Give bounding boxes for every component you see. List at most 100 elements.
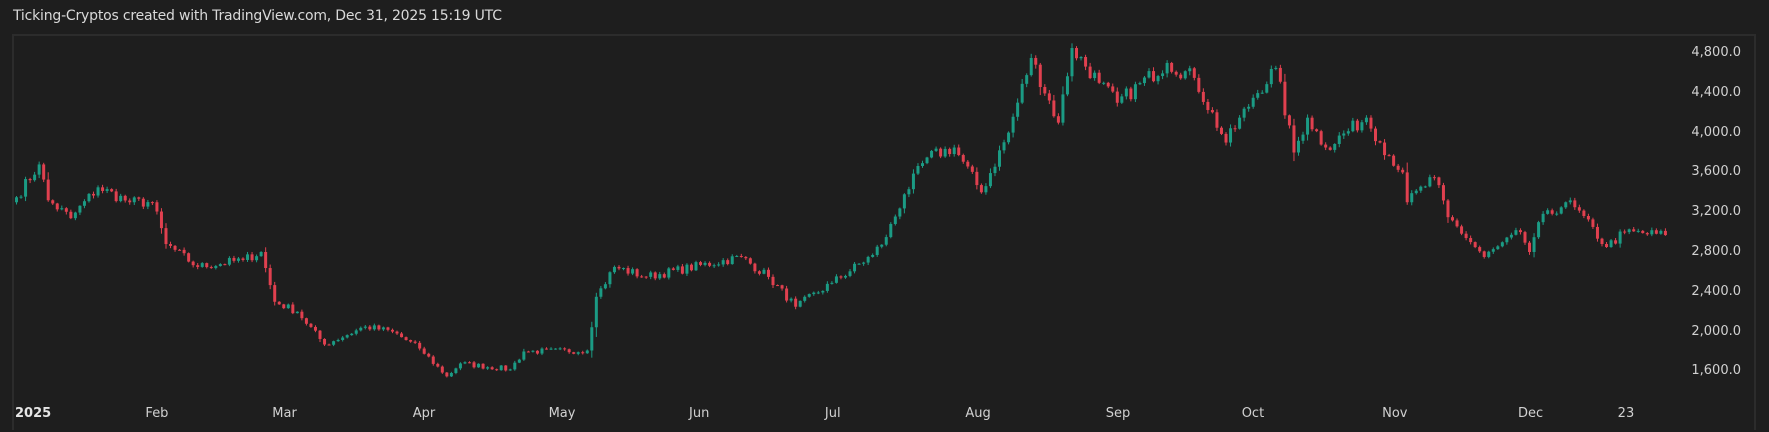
candle [1401,167,1405,175]
candle [146,199,150,210]
time-axis-label: Oct [1241,406,1265,421]
candle [359,326,363,332]
candle [277,301,281,305]
candle [658,271,662,280]
candle [1337,132,1341,148]
candle [1079,56,1083,61]
candle [712,263,716,268]
candle [318,330,322,343]
candle [884,234,888,247]
candle [622,267,626,271]
candle [1659,229,1663,235]
candle [653,271,657,281]
candle [930,150,934,159]
candle [463,361,467,365]
time-axis-label: Aug [965,406,991,421]
candle [526,350,530,353]
candle [834,274,838,284]
candle [517,358,521,364]
candle [1464,231,1468,241]
candle [540,347,544,356]
candle [1446,199,1450,223]
time-axis-label: Jul [824,406,841,421]
candle [395,330,399,335]
candle [1061,86,1065,126]
time-axis-label: 2025 [15,406,52,421]
candle [1532,233,1536,258]
candle [1287,114,1291,129]
candle [1283,73,1287,119]
candle [590,321,594,358]
candle [1174,70,1178,77]
candle [1586,213,1590,222]
candle [857,263,861,265]
candle [1650,227,1654,237]
candle [1192,66,1196,81]
candle [1065,72,1069,97]
candle [1210,107,1214,114]
candle [1523,230,1527,245]
candle [798,300,802,308]
candle [1301,131,1305,144]
chart-frame[interactable] [12,34,1756,430]
candle [1156,74,1160,85]
candle [594,292,598,337]
candle [1482,250,1486,259]
candle [28,177,32,184]
candle [1419,185,1423,193]
candle [640,274,644,278]
time-axis-label: Dec [1518,406,1544,421]
candle [1618,229,1622,248]
candle [748,257,752,265]
candle [1541,211,1545,225]
chart-attribution-title: Ticking-Cryptos created with TradingView… [13,8,502,24]
candle [78,205,82,216]
price-axis-label: 2,000.0 [1691,323,1741,339]
candle [1138,81,1142,86]
candle [988,168,992,189]
candle [789,297,793,303]
candle [1605,241,1609,248]
candle [42,162,46,183]
candle [164,223,168,249]
candle [368,325,372,331]
candle [1600,237,1604,247]
candle [1306,114,1310,141]
candle [400,331,404,338]
candle [241,257,245,262]
candle [436,362,440,368]
candle [363,324,367,330]
candle [871,253,875,258]
candle [409,339,413,343]
candle [1632,227,1636,232]
candle [268,264,272,290]
candle [323,338,327,347]
price-axis-label: 4,000.0 [1691,124,1741,140]
candle [1346,128,1350,136]
candle [1383,139,1387,160]
candle [458,362,462,371]
candle [377,324,381,331]
candle [1564,201,1568,209]
candle [1165,60,1169,78]
candle [830,281,834,285]
candle [1324,142,1328,151]
candle [178,249,182,251]
candle [169,241,173,249]
candle [486,366,490,370]
candle [771,274,775,289]
candle [1609,238,1613,248]
candle [939,147,943,159]
price-axis-label: 3,600.0 [1691,164,1741,180]
candle [1147,68,1151,79]
candle [101,184,105,194]
candle [1152,67,1156,83]
candle [1034,55,1038,69]
candle [1161,70,1165,80]
candle [1645,232,1649,236]
candle [585,349,589,354]
candle [1641,229,1645,234]
candle [1555,211,1559,216]
candle [37,161,41,179]
